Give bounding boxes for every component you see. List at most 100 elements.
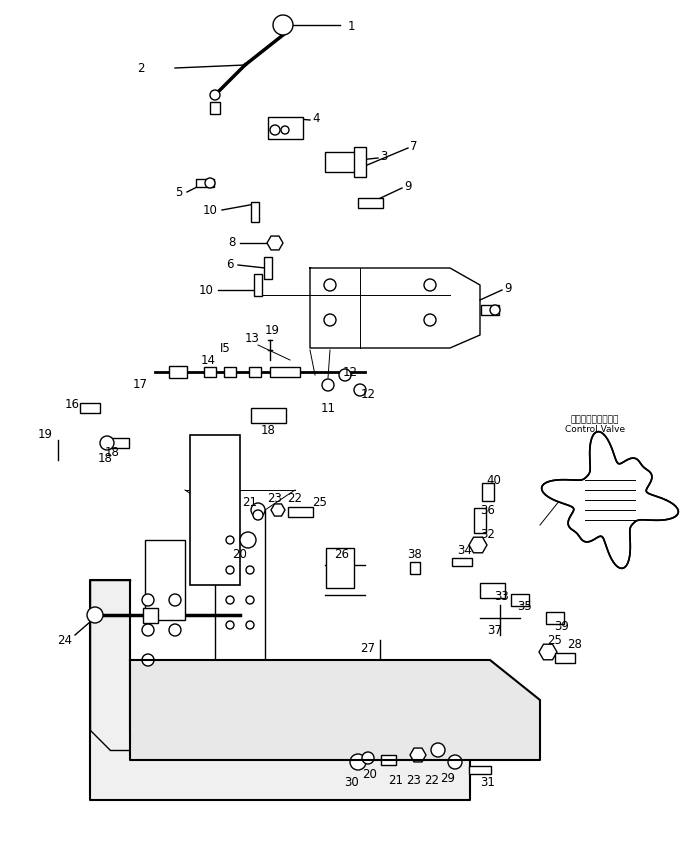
Bar (224, 367, 236, 377)
Text: 4: 4 (312, 113, 319, 126)
Circle shape (226, 621, 234, 629)
Text: 30: 30 (344, 776, 359, 789)
Polygon shape (539, 644, 557, 660)
Bar (204, 367, 216, 377)
Bar (480, 583, 505, 598)
Text: 24: 24 (57, 633, 73, 646)
Circle shape (246, 566, 254, 574)
Text: 25: 25 (313, 496, 328, 510)
Bar (325, 152, 355, 172)
Circle shape (205, 178, 215, 188)
Circle shape (281, 126, 289, 134)
Bar (169, 366, 187, 378)
Bar (555, 653, 575, 663)
Text: I5: I5 (220, 342, 230, 354)
Circle shape (339, 369, 351, 381)
Text: 16: 16 (64, 399, 80, 411)
Text: 18: 18 (97, 451, 113, 465)
Text: 19: 19 (38, 428, 52, 442)
Circle shape (142, 624, 154, 636)
Text: 9: 9 (504, 282, 512, 295)
Bar (469, 766, 491, 774)
Text: 17: 17 (132, 378, 148, 392)
Polygon shape (90, 580, 470, 800)
Circle shape (424, 314, 436, 326)
Text: 19: 19 (265, 323, 279, 337)
Polygon shape (310, 268, 480, 348)
Text: 36: 36 (481, 504, 496, 516)
Bar (482, 483, 494, 501)
Circle shape (226, 566, 234, 574)
Bar (210, 102, 220, 114)
Text: 40: 40 (486, 473, 501, 487)
Bar (546, 612, 564, 624)
Bar (511, 594, 529, 606)
Bar (254, 274, 262, 296)
Text: 12: 12 (342, 365, 358, 378)
Text: 20: 20 (363, 768, 377, 782)
Bar (196, 179, 214, 187)
Bar (358, 198, 382, 208)
Circle shape (210, 90, 220, 100)
Polygon shape (542, 432, 678, 568)
Circle shape (324, 314, 336, 326)
Text: 23: 23 (267, 492, 282, 505)
Text: 33: 33 (495, 590, 510, 604)
Text: コントロールバルブ: コントロールバルブ (570, 416, 620, 425)
Text: 14: 14 (200, 354, 216, 366)
Text: 20: 20 (232, 548, 247, 561)
Text: 21: 21 (389, 773, 403, 786)
Circle shape (142, 654, 154, 666)
Circle shape (424, 279, 436, 291)
Circle shape (253, 510, 263, 520)
Circle shape (448, 755, 462, 769)
Text: 22: 22 (288, 492, 302, 505)
Bar (145, 540, 185, 620)
Text: 12: 12 (360, 388, 375, 401)
Bar (288, 507, 312, 517)
Text: 29: 29 (440, 772, 456, 784)
Text: 11: 11 (321, 401, 335, 415)
Bar (381, 755, 395, 765)
Circle shape (270, 125, 280, 135)
Text: 22: 22 (424, 773, 440, 786)
Polygon shape (271, 504, 285, 516)
Bar (410, 562, 420, 574)
Circle shape (490, 305, 500, 315)
Text: 9: 9 (404, 181, 412, 193)
Circle shape (324, 279, 336, 291)
Text: 26: 26 (335, 549, 349, 561)
Text: 13: 13 (244, 332, 260, 344)
Polygon shape (469, 537, 487, 553)
Bar (481, 305, 499, 315)
Text: 10: 10 (203, 204, 218, 216)
Text: 35: 35 (517, 600, 533, 613)
Text: 21: 21 (242, 496, 258, 510)
Bar (326, 548, 354, 588)
Circle shape (169, 624, 181, 636)
Text: 1: 1 (348, 20, 356, 34)
Bar (267, 117, 302, 139)
Text: 18: 18 (260, 423, 275, 437)
Polygon shape (267, 236, 283, 250)
Bar (474, 507, 486, 533)
Text: 34: 34 (458, 544, 472, 556)
Polygon shape (410, 748, 426, 762)
Circle shape (350, 754, 366, 770)
Bar (143, 607, 158, 622)
Circle shape (362, 752, 374, 764)
Polygon shape (130, 660, 540, 760)
Text: 25: 25 (547, 633, 562, 646)
Text: 8: 8 (229, 237, 236, 249)
Bar (264, 257, 272, 279)
Text: 7: 7 (410, 141, 417, 153)
Circle shape (246, 536, 254, 544)
Text: 10: 10 (199, 283, 214, 297)
Circle shape (142, 594, 154, 606)
Text: 37: 37 (488, 623, 503, 637)
Text: 28: 28 (568, 639, 582, 651)
Text: 18: 18 (104, 447, 120, 460)
Bar (249, 367, 261, 377)
Circle shape (273, 15, 293, 35)
Text: 32: 32 (481, 528, 496, 542)
